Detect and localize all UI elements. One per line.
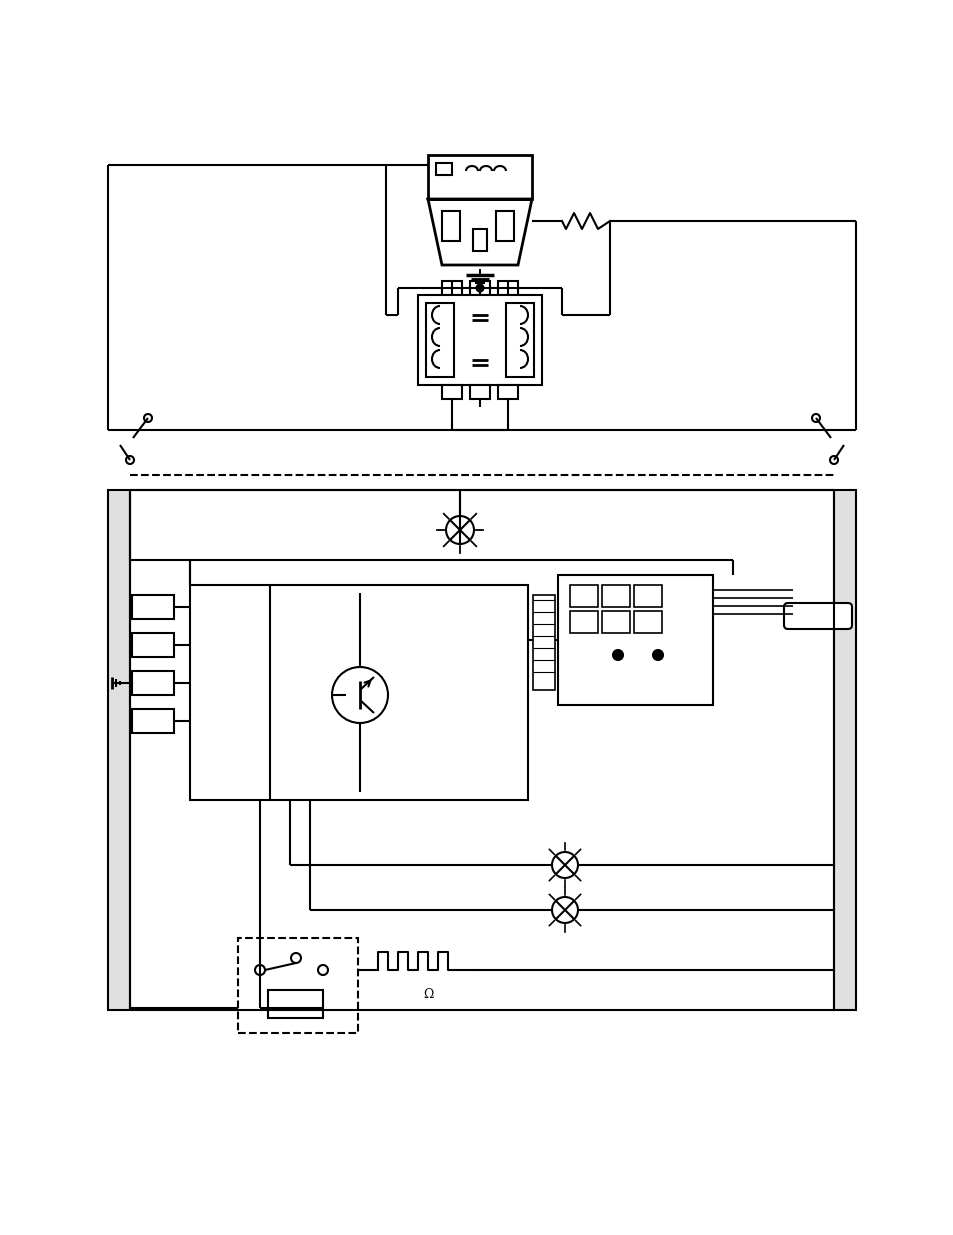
Bar <box>417 295 541 385</box>
Circle shape <box>446 516 474 543</box>
Bar <box>533 595 555 690</box>
FancyBboxPatch shape <box>783 603 851 629</box>
Circle shape <box>332 667 388 722</box>
Bar <box>497 282 517 295</box>
Bar <box>558 576 712 705</box>
Bar <box>441 282 461 295</box>
Bar <box>426 303 454 377</box>
Circle shape <box>552 897 578 923</box>
Bar <box>634 585 661 606</box>
Bar <box>497 385 517 399</box>
Bar <box>634 611 661 634</box>
Circle shape <box>126 456 133 464</box>
Bar <box>470 282 490 295</box>
Bar <box>108 490 130 1010</box>
Bar <box>268 990 323 1018</box>
Bar <box>441 385 461 399</box>
Circle shape <box>829 456 837 464</box>
Bar <box>601 611 629 634</box>
Bar <box>132 671 173 695</box>
Circle shape <box>254 965 265 974</box>
Circle shape <box>476 284 483 291</box>
Circle shape <box>652 650 662 659</box>
Bar <box>132 595 173 619</box>
Bar <box>190 585 527 800</box>
Bar <box>441 211 459 241</box>
Circle shape <box>291 953 301 963</box>
Bar <box>132 709 173 734</box>
Bar <box>473 228 486 251</box>
Circle shape <box>317 965 328 974</box>
Circle shape <box>811 414 820 422</box>
Bar <box>428 156 532 199</box>
Bar <box>569 611 598 634</box>
Circle shape <box>613 650 622 659</box>
Bar <box>601 585 629 606</box>
Bar <box>132 634 173 657</box>
Text: Ω: Ω <box>422 988 433 1002</box>
Bar <box>237 939 357 1032</box>
Bar <box>569 585 598 606</box>
Bar <box>833 490 855 1010</box>
Bar <box>470 385 490 399</box>
Bar <box>505 303 534 377</box>
Bar <box>496 211 514 241</box>
Circle shape <box>552 852 578 878</box>
Bar <box>436 163 452 175</box>
Circle shape <box>144 414 152 422</box>
